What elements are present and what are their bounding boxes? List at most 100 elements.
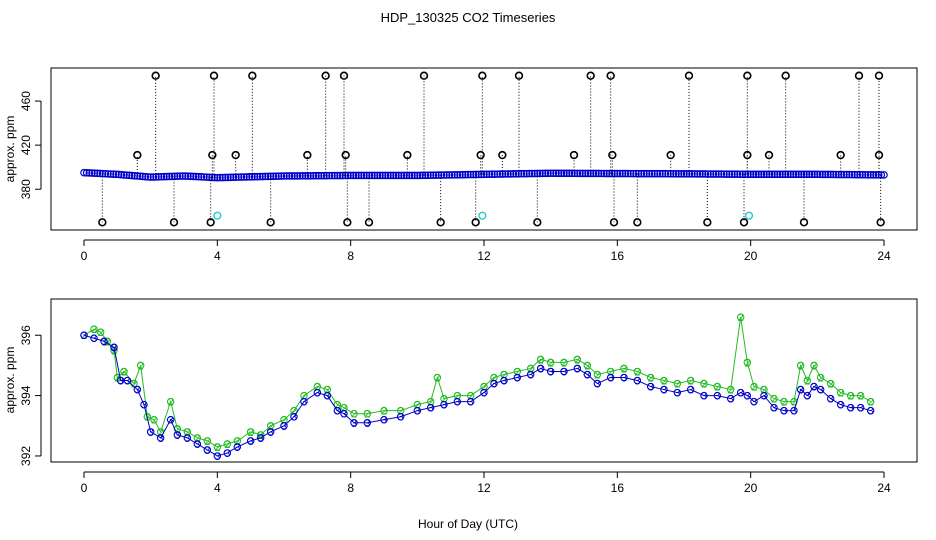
series-2-label: 2: [114, 372, 120, 384]
series-3-label: 3: [634, 376, 640, 388]
series-3-point: [686, 385, 695, 394]
top-plot-frame: [50, 67, 918, 231]
x-axis-label: Hour of Day (UTC): [418, 517, 518, 531]
series-2-label: 2: [491, 372, 497, 384]
baseline-point: [770, 170, 779, 179]
baseline-point: [496, 170, 504, 178]
series-3-label: 3: [528, 369, 534, 381]
baseline-point: [376, 171, 384, 180]
series-3-point: [526, 370, 535, 379]
baseline-point: [701, 170, 710, 178]
series-2-point: [810, 361, 818, 370]
baseline-point: [93, 169, 102, 178]
baseline-point: [568, 169, 576, 178]
baseline-point: [109, 170, 118, 178]
baseline-point: [792, 170, 800, 179]
top-x-tick-label: 16: [611, 249, 625, 263]
series-3-point: [700, 391, 708, 400]
series-3-label: 3: [648, 382, 654, 394]
baseline-point: [370, 171, 379, 180]
baseline-point: [554, 169, 563, 178]
baseline-point: [730, 170, 739, 179]
baseline-point: [173, 172, 182, 181]
series-3-point: [426, 403, 435, 412]
series-3-label: 3: [118, 376, 124, 388]
low-spike-point: [169, 218, 179, 227]
low-spike-point: [876, 218, 885, 227]
series-2-point: [686, 376, 695, 385]
series-3-label: 3: [838, 400, 844, 412]
baseline-point: [250, 172, 259, 181]
top-axes: 0 4 8 12 16 20 24 380 420 460: [19, 91, 891, 263]
baseline-point: [733, 170, 742, 179]
cyan-point: [213, 211, 222, 220]
series-3-label: 3: [364, 418, 370, 430]
series-2-point: [536, 355, 545, 364]
baseline-point: [754, 170, 763, 179]
baseline-point: [669, 169, 678, 178]
baseline-point: [506, 170, 515, 178]
baseline-point: [552, 169, 560, 178]
series-3-point: [213, 452, 222, 460]
series-2-point: [673, 379, 682, 388]
baseline-point: [461, 170, 470, 179]
series-3-point: [826, 394, 835, 403]
series-3-point: [133, 385, 142, 394]
bottom-plot-frame: [50, 298, 918, 463]
series-3-label: 3: [744, 391, 750, 403]
series-3-label: 3: [174, 430, 180, 442]
series-3-point: [466, 397, 475, 406]
baseline-point: [202, 173, 211, 181]
baseline-point: [258, 172, 267, 181]
series-2-label: 2: [538, 354, 544, 366]
baseline-point: [141, 172, 150, 181]
baseline-point: [386, 171, 395, 180]
series-3-line: [83, 334, 871, 457]
baseline-point: [296, 172, 304, 180]
series-3-label: 3: [828, 394, 834, 406]
series-3-label: 3: [594, 379, 600, 391]
baseline-point: [752, 170, 760, 179]
baseline-point: [826, 170, 835, 179]
baseline-point: [469, 170, 478, 179]
series-3-point: [440, 400, 448, 409]
series-3-point: [770, 403, 778, 412]
baseline-point: [85, 169, 94, 177]
baseline-point: [466, 170, 475, 179]
series-3-point: [796, 385, 805, 394]
low-spike-point: [609, 218, 619, 227]
series-3-label: 3: [728, 394, 734, 406]
series-3-label: 3: [341, 409, 347, 421]
series-3-point: [280, 422, 288, 430]
baseline-point: [842, 170, 851, 179]
bottom-x-tick-label: 16: [611, 481, 625, 495]
series-2-label: 2: [81, 330, 87, 342]
series-2-label: 2: [548, 357, 554, 369]
series-2-label: 2: [868, 397, 874, 409]
baseline-point: [520, 169, 528, 178]
baseline-point: [157, 172, 166, 181]
baseline-point: [389, 171, 398, 180]
series-3-label: 3: [168, 415, 174, 427]
series-2-label: 2: [761, 385, 767, 397]
baseline-point: [149, 173, 158, 181]
series-3-point: [743, 391, 752, 400]
baseline-point: [570, 169, 579, 178]
series-3-label: 3: [858, 403, 864, 415]
series-2-label: 2: [828, 379, 834, 391]
series-2-label: 2: [501, 369, 507, 381]
baseline-point: [538, 169, 547, 178]
series-3-label: 3: [324, 391, 330, 403]
series-3-point: [513, 373, 522, 382]
series-3-point: [193, 440, 202, 448]
series-3-label: 3: [204, 445, 210, 457]
baseline-point: [218, 173, 227, 182]
series-3-label: 3: [574, 363, 580, 375]
baseline-point: [850, 170, 859, 179]
series-2-label: 2: [468, 391, 474, 403]
series-2-label: 2: [234, 436, 240, 448]
baseline-point: [493, 170, 502, 178]
series-3-label: 3: [584, 369, 590, 381]
mid-spike-point: [666, 150, 675, 160]
series-2-label: 2: [751, 382, 757, 394]
